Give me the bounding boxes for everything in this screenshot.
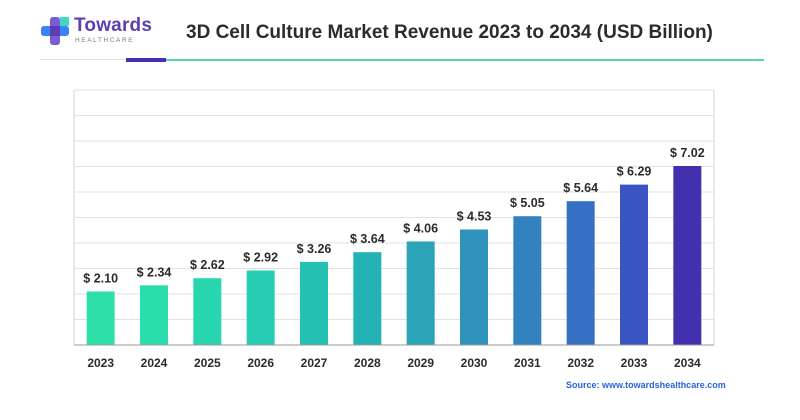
bar-2027 (300, 261, 328, 345)
data-label: $ 3.64 (350, 232, 385, 246)
x-tick-label: 2033 (621, 356, 648, 370)
data-label: $ 2.62 (190, 258, 225, 272)
bar-2025 (193, 278, 222, 345)
data-label: $ 6.29 (617, 165, 652, 179)
brand-name: Towards (74, 15, 153, 36)
data-label: $ 4.53 (457, 209, 492, 223)
x-tick-label: 2029 (407, 356, 434, 370)
brand-subtitle: HEALTHCARE (75, 37, 135, 44)
data-label: $ 5.64 (563, 181, 598, 195)
source-credit: Source: www.towardshealthcare.com (566, 380, 726, 390)
bar-2024 (140, 285, 168, 345)
header-accent-block (126, 58, 166, 62)
x-tick-label: 2028 (354, 356, 381, 370)
bar-2031 (513, 216, 542, 345)
x-tick-label: 2034 (674, 356, 701, 370)
bar-2030 (460, 229, 488, 345)
bar-2034 (673, 165, 702, 345)
bar-2023 (86, 291, 115, 345)
data-label: $ 2.10 (83, 271, 118, 285)
data-label: $ 2.34 (137, 265, 172, 279)
data-label: $ 4.06 (403, 221, 438, 235)
medical-cross-logo-icon (41, 17, 69, 45)
bar-chart: $ 2.10 2023 $ 2.34 2024 $ 2.62 2025 $ 2.92 2026… (73, 89, 715, 370)
chart-title: 3D Cell Culture Market Revenue 2023 to 2… (186, 22, 713, 43)
x-tick-label: 2026 (247, 356, 274, 370)
bar-2033 (620, 184, 648, 345)
bar-2029 (406, 241, 435, 345)
x-tick-label: 2032 (567, 356, 594, 370)
header-accent-line (166, 59, 764, 61)
brand-logo: Towards HEALTHCARE (40, 14, 170, 50)
bar-2032 (566, 201, 595, 345)
bar-2028 (353, 252, 382, 345)
x-tick-label: 2024 (141, 356, 168, 370)
data-label: $ 2.92 (243, 251, 278, 265)
x-tick-label: 2027 (301, 356, 328, 370)
data-label: $ 5.05 (510, 196, 545, 210)
bar-2026 (246, 270, 275, 345)
data-label: $ 3.26 (297, 242, 332, 256)
x-tick-label: 2031 (514, 356, 541, 370)
header: Towards HEALTHCARE 3D Cell Culture Marke… (0, 0, 800, 64)
x-tick-label: 2023 (87, 356, 114, 370)
x-tick-label: 2025 (194, 356, 221, 370)
data-label: $ 7.02 (670, 146, 705, 160)
x-tick-label: 2030 (461, 356, 488, 370)
